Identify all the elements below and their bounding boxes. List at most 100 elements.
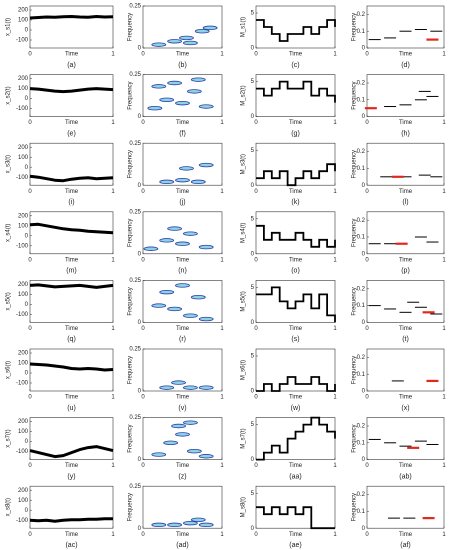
x-axis-label: Time — [289, 395, 303, 401]
contour-blob — [167, 80, 183, 86]
y-tick-label: 5 — [251, 354, 255, 360]
x-tick-label: 0 — [365, 532, 369, 538]
contour-blob — [167, 226, 183, 231]
y-tick-label: 5 — [251, 11, 255, 17]
x-tick-label: 1 — [333, 395, 337, 401]
x-tick-label: 0 — [365, 326, 369, 332]
panel-label: (x) — [401, 405, 409, 412]
x-tick-label: 1 — [442, 120, 446, 126]
contour-blob — [198, 162, 214, 168]
panel-label: (e) — [67, 130, 76, 137]
panel-label: (v) — [178, 405, 186, 412]
y-tick-label: 0 — [25, 439, 29, 445]
panel: 0 5 0 1 Time M_s2(t) (g) — [241, 74, 337, 137]
panel: -100 0 100 200 0 1 Time x_s8(t) (ac) — [6, 485, 115, 549]
y-tick-label: 0 — [25, 302, 29, 308]
x-axis-label: Time — [176, 532, 190, 538]
y-tick-label: -100 — [16, 243, 29, 249]
x-tick-label: 1 — [333, 257, 337, 263]
y-axis-label: x_s1(t) — [6, 18, 12, 36]
panel-label: (ad) — [176, 542, 188, 549]
signal-line — [29, 517, 113, 523]
y-axis-label: Frequency — [352, 424, 358, 452]
y-axis-label: Frequency — [352, 219, 358, 247]
y-tick-label: 0 — [25, 233, 29, 239]
y-tick-label: 0 — [362, 389, 366, 395]
panel-label: (z) — [178, 473, 186, 480]
contour-blob — [182, 231, 198, 236]
contour-blob — [151, 452, 167, 457]
y-tick-label: 5 — [251, 491, 255, 497]
panel: -100 0 100 200 0 1 Time x_s5(t) (q) — [6, 280, 115, 343]
y-tick-label: 100 — [18, 18, 29, 24]
panel: 0 5 0 1 Time M_s7(t) (aa) — [241, 416, 337, 480]
panel-label: (b) — [178, 62, 187, 69]
y-tick-label: 0.25 — [129, 484, 141, 490]
panel-label: (i) — [68, 199, 74, 206]
y-tick-label: 0 — [362, 526, 366, 532]
x-tick-label: 0 — [28, 120, 32, 126]
panel: 0 0.1 0.2 0 1 Time Frequency (af) — [352, 485, 446, 549]
panel-label: (h) — [401, 130, 410, 137]
y-axis-label: Frequency — [128, 81, 134, 109]
panel: 0 0.1 0.2 0 1 Time Frequency (l) — [352, 142, 446, 206]
y-tick-label: 0 — [251, 46, 255, 52]
contour-blob — [151, 42, 167, 47]
y-axis-label: Frequency — [352, 150, 358, 178]
y-tick-label: 0 — [362, 114, 366, 120]
panel: 0 0.25 0 1 Time Frequency (n) — [128, 209, 225, 274]
plot-frame — [366, 280, 445, 323]
y-axis-label: x_s6(t) — [6, 361, 12, 379]
contour-blob — [175, 177, 190, 183]
plot-frame — [29, 485, 114, 529]
panel-label: (r) — [179, 336, 186, 343]
y-tick-label: 0.2 — [357, 12, 366, 18]
contour-blob — [159, 179, 175, 185]
x-tick-label: 0 — [141, 120, 145, 126]
y-axis-label: M_s6(t) — [241, 360, 247, 380]
contour-blob — [190, 295, 206, 300]
y-tick-label: 0.2 — [357, 355, 366, 361]
y-tick-label: 0 — [251, 251, 255, 257]
contour-blob — [167, 522, 183, 528]
plot-frame — [29, 5, 114, 49]
panel-label: (q) — [67, 336, 76, 343]
step-line — [256, 286, 336, 323]
x-axis-label: Time — [289, 120, 303, 126]
plot-frame — [142, 5, 223, 49]
y-tick-label: -100 — [16, 175, 29, 181]
x-axis-label: Time — [289, 463, 303, 469]
x-tick-label: 0 — [141, 52, 145, 58]
x-tick-label: 0 — [28, 189, 32, 195]
panel: 0 0.25 0 1 Time Frequency (z) — [128, 415, 225, 480]
y-tick-label: 0.2 — [357, 492, 366, 498]
contour-blob — [143, 246, 159, 251]
panel-label: (y) — [67, 473, 75, 480]
plot-frame — [29, 74, 114, 117]
contour-blob — [198, 316, 214, 322]
y-tick-label: 0.2 — [357, 218, 366, 224]
y-axis-label: Frequency — [128, 424, 134, 452]
panel: 0 5 0 1 Time M_s8(t) (ae) — [241, 485, 337, 549]
y-axis-label: M_s7(t) — [241, 428, 247, 448]
x-tick-label: 1 — [111, 326, 115, 332]
contour-blob — [190, 77, 206, 82]
panel-label: (a) — [67, 62, 76, 69]
contour-blob — [175, 241, 190, 246]
x-axis-label: Time — [65, 120, 79, 126]
contour-blob — [179, 166, 194, 171]
x-tick-label: 0 — [141, 532, 145, 538]
plot-frame — [366, 5, 445, 49]
panel-label: (c) — [291, 62, 299, 69]
x-tick-label: 0 — [28, 257, 32, 263]
panel: 0 0.25 0 1 Time Frequency (r) — [128, 278, 225, 343]
panel-label: (g) — [291, 130, 300, 137]
y-axis-label: Frequency — [128, 287, 134, 315]
y-tick-label: 0.25 — [129, 72, 141, 78]
plot-frame — [366, 211, 445, 255]
y-axis-label: Frequency — [352, 493, 358, 521]
x-axis-label: Time — [65, 463, 79, 469]
y-tick-label: 0.1 — [357, 166, 366, 172]
panel: -100 0 100 200 0 1 Time x_s7(t) (y) — [6, 417, 115, 480]
panel: -100 0 100 200 0 1 Time x_s3(t) (i) — [6, 142, 115, 206]
